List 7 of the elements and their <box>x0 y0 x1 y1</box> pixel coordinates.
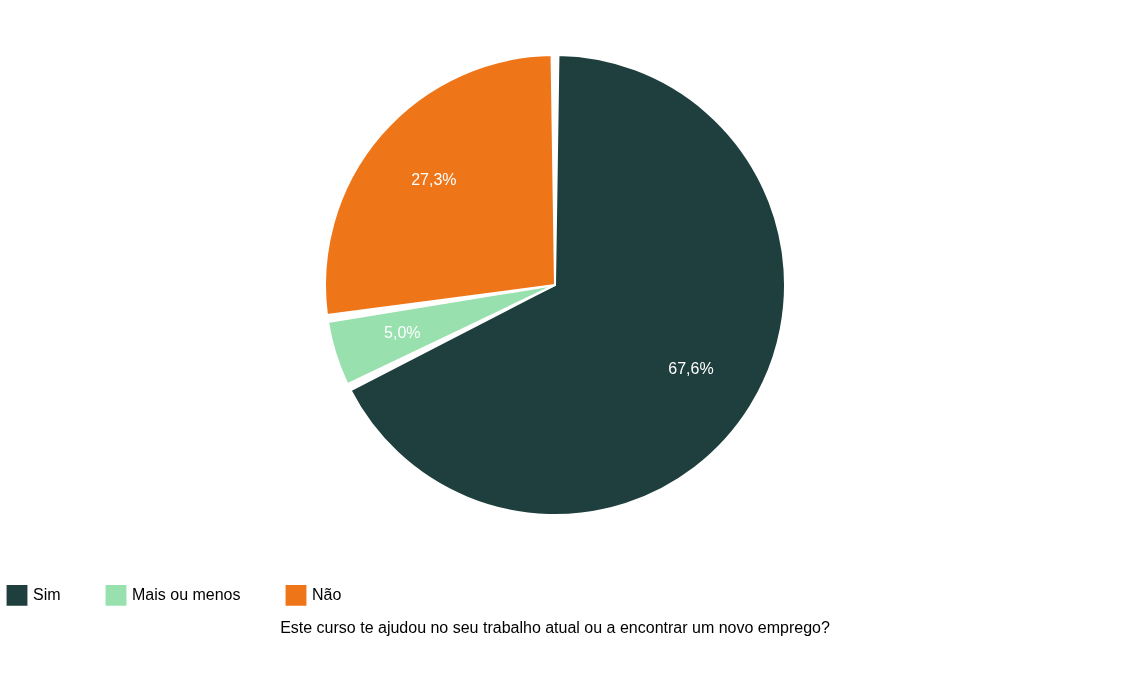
text: Este curso te ajudou no seu trabalho atual ou a encontrar um novo emprego? <box>280 619 830 636</box>
legend-label: Sim <box>33 586 61 604</box>
legend-label: Mais ou menos <box>132 586 241 604</box>
data-label: 5,0% <box>384 323 421 341</box>
legend-label: Não <box>312 586 342 604</box>
data-label: 27,3% <box>411 171 457 189</box>
data-label: 67,6% <box>668 360 714 378</box>
